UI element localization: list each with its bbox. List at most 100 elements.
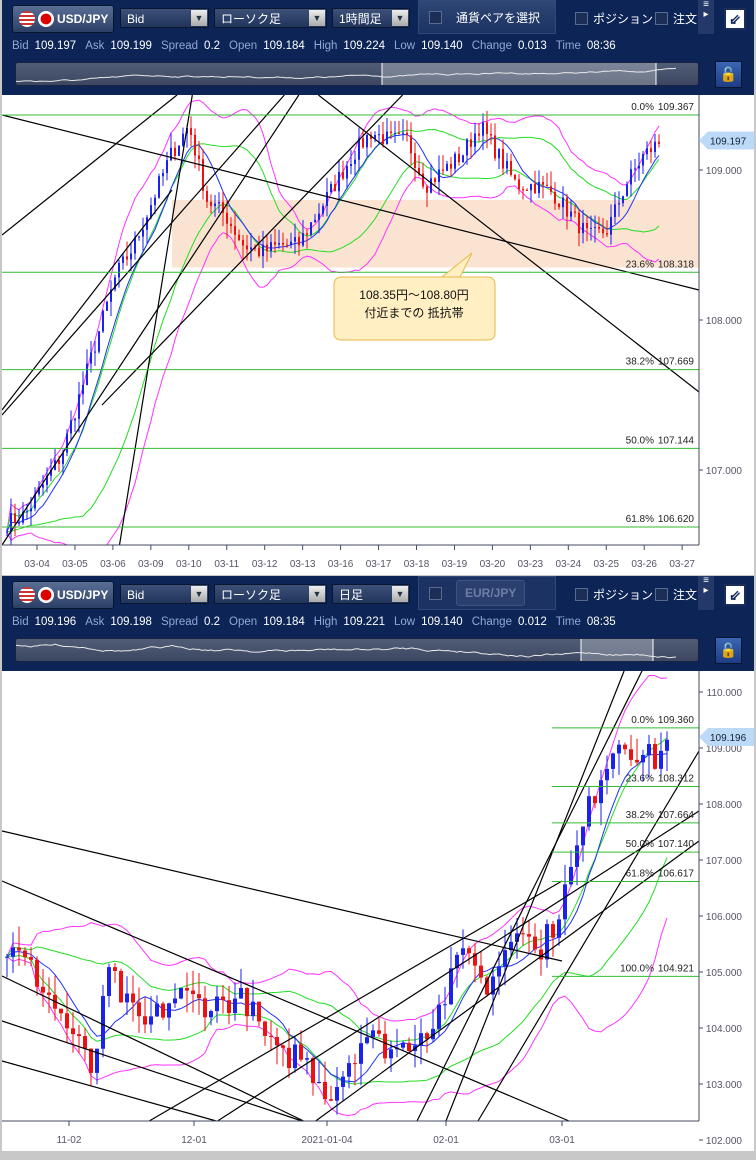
timeframe-select[interactable]: 日足 ▼ xyxy=(332,584,410,604)
bid-value: 109.197 xyxy=(34,40,77,52)
candle xyxy=(659,732,663,779)
candle xyxy=(230,217,232,234)
menu-icon[interactable]: ≡ ▸ xyxy=(698,0,714,34)
candle xyxy=(107,963,111,1008)
candle-body xyxy=(390,131,392,134)
chart-type-select[interactable]: ローソク足 ▼ xyxy=(214,8,327,28)
lock-scale-icon[interactable]: 🔓 xyxy=(715,61,742,88)
checkbox-icon[interactable] xyxy=(655,588,668,601)
candle-body xyxy=(95,1048,99,1073)
trend-line xyxy=(315,840,700,1122)
candle-body xyxy=(590,227,592,229)
candle-body xyxy=(41,986,45,993)
candle xyxy=(486,110,488,149)
order-toggle[interactable]: 注文 xyxy=(655,586,697,603)
checkbox-icon[interactable] xyxy=(655,12,668,25)
candle xyxy=(102,309,104,333)
candle xyxy=(586,215,588,242)
candle xyxy=(190,116,192,147)
order-toggle[interactable]: 注文 xyxy=(655,10,697,27)
price-chart[interactable]: 109.360 0.0% 108.312 23.6% 107.664 38.2% 107.1… xyxy=(2,671,754,1151)
candle-body xyxy=(533,936,537,950)
checkbox-icon[interactable] xyxy=(429,10,442,24)
candle xyxy=(209,1009,213,1026)
candle-body xyxy=(602,228,604,234)
position-toggle[interactable]: ポジション xyxy=(575,586,653,603)
candle-body xyxy=(458,153,460,163)
checkbox-icon[interactable] xyxy=(575,588,588,601)
restore-window-icon[interactable]: ⇙ xyxy=(724,8,746,30)
candle xyxy=(89,1048,93,1086)
candle xyxy=(426,184,428,207)
candle xyxy=(162,169,164,186)
open-value: 109.184 xyxy=(263,40,305,52)
candle xyxy=(310,222,312,237)
candle-body xyxy=(143,1016,147,1025)
candle-body xyxy=(542,181,544,185)
candle xyxy=(210,194,212,214)
chart-toolbar: USD/JPY Bid ▼ ローソク足 ▼ 1時間足 ▼ 通貨ペアを選択 ポジション … xyxy=(2,0,754,95)
price-type-select[interactable]: Bid ▼ xyxy=(120,584,209,604)
candle xyxy=(95,1048,99,1085)
candle xyxy=(70,410,72,440)
x-tick-label: 03-27 xyxy=(669,559,695,570)
candle xyxy=(23,947,27,966)
candle xyxy=(509,925,513,958)
checkbox-icon[interactable] xyxy=(429,586,442,600)
checkbox-icon[interactable] xyxy=(575,12,588,25)
candle xyxy=(62,449,64,475)
candle-body xyxy=(606,233,608,235)
candle xyxy=(354,150,356,176)
pair-selector[interactable]: 通貨ペアを選択 xyxy=(418,0,556,34)
candle-body xyxy=(462,155,464,163)
jp-flag-icon xyxy=(38,11,54,27)
candle xyxy=(665,731,669,772)
candle-body xyxy=(70,420,72,434)
fib-percent: 61.8% xyxy=(626,868,654,879)
candle xyxy=(550,171,552,195)
candle-body xyxy=(34,494,36,509)
menu-icon[interactable]: ≡ ▸ xyxy=(698,576,714,610)
lock-scale-icon[interactable]: 🔓 xyxy=(715,637,742,664)
candle xyxy=(6,528,8,537)
restore-window-icon[interactable]: ⇙ xyxy=(724,584,746,606)
candle xyxy=(83,1027,87,1061)
candle-body xyxy=(334,183,336,192)
pair-button[interactable]: USD/JPY xyxy=(12,581,114,609)
candle-body xyxy=(425,1033,429,1040)
candle xyxy=(406,120,408,142)
candle-body xyxy=(30,508,32,512)
candle-body xyxy=(263,1021,267,1036)
candle xyxy=(318,203,320,234)
candle xyxy=(617,739,621,775)
candle xyxy=(270,234,272,258)
pair-button[interactable]: USD/JPY xyxy=(12,5,114,33)
navigator-scrollbar[interactable] xyxy=(15,62,699,86)
candle-body xyxy=(150,205,152,218)
candle xyxy=(503,929,507,986)
candle-body xyxy=(166,160,168,174)
candle xyxy=(359,1024,363,1086)
change-value: 0.013 xyxy=(517,40,547,52)
position-toggle[interactable]: ポジション xyxy=(575,10,653,27)
navigator-scrollbar[interactable] xyxy=(15,638,699,662)
candle-body xyxy=(170,147,172,161)
price-chart[interactable]: 109.367 0.0% 108.318 23.6% 107.669 38.2% 107.1… xyxy=(2,95,754,575)
trend-line xyxy=(2,880,570,1122)
candle xyxy=(122,252,124,270)
candle-body xyxy=(598,226,600,229)
candle xyxy=(342,160,344,181)
candle xyxy=(119,968,123,1003)
price-type-select[interactable]: Bid ▼ xyxy=(120,8,209,28)
candle-body xyxy=(198,155,200,160)
candle-body xyxy=(546,184,548,187)
candle-body xyxy=(167,1003,171,1018)
candle xyxy=(329,1085,333,1102)
candle-body xyxy=(58,460,60,464)
candle-body xyxy=(347,1063,351,1077)
chart-type-select[interactable]: ローソク足 ▼ xyxy=(214,584,327,604)
pair-selector[interactable]: EUR/JPY xyxy=(418,576,556,610)
candle xyxy=(130,243,132,272)
timeframe-select[interactable]: 1時間足 ▼ xyxy=(332,8,410,28)
candle-body xyxy=(98,331,100,352)
